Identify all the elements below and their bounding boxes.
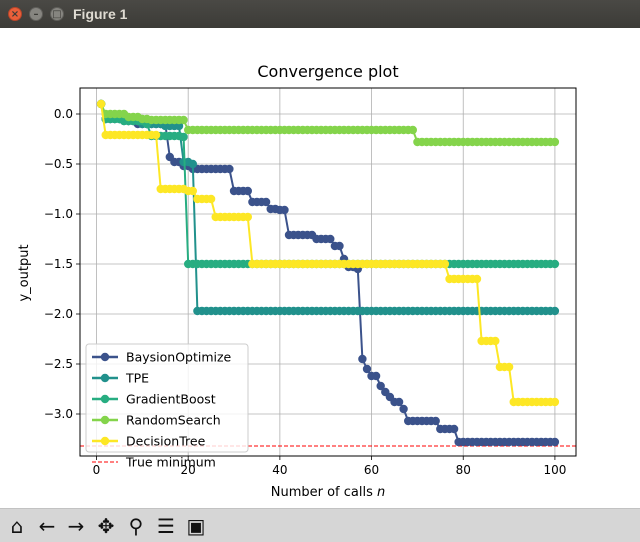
data-point xyxy=(326,234,335,244)
legend-entry: RandomSearch xyxy=(92,413,221,428)
configure-subplots-button[interactable]: ☰ xyxy=(153,513,179,539)
data-point xyxy=(550,437,560,447)
legend-entry: TPE xyxy=(92,371,149,386)
data-point xyxy=(431,416,440,426)
legend-swatch-marker xyxy=(100,436,110,446)
data-point xyxy=(174,121,184,131)
legend-label: DecisionTree xyxy=(126,434,206,449)
legend-swatch-marker xyxy=(100,415,110,425)
ticks: 0 20 40 60 80 100 0.0 −0.5 −1.0 −1.5 −2.0 −2.5 −3.0 xyxy=(44,107,567,477)
pan-icon: ✥ xyxy=(97,514,115,538)
y-axis-label: y_output xyxy=(17,244,32,301)
forward-icon: → xyxy=(67,514,85,538)
save-button[interactable]: ▣ xyxy=(183,513,209,539)
legend-label: True minimum xyxy=(125,455,216,470)
data-point xyxy=(550,306,560,316)
navigation-toolbar: ⌂ ← → ✥ ⚲ ☰ ▣ xyxy=(0,508,640,542)
window-close-button[interactable]: × xyxy=(8,7,22,21)
legend: BaysionOptimize TPE GradientBoost RandomSea… xyxy=(85,343,249,470)
back-icon: ← xyxy=(38,514,56,538)
convergence-chart: 0 20 40 60 80 1000.0−0.5−1.0−1.5−2.0−2.5−3.0 … xyxy=(17,62,577,500)
data-point xyxy=(261,197,271,207)
x-axis-label-variable: n xyxy=(377,485,385,500)
data-point xyxy=(243,212,252,222)
series-layer xyxy=(96,99,560,447)
data-point xyxy=(408,125,417,135)
data-point xyxy=(225,164,234,174)
data-point xyxy=(96,99,106,109)
y-tick-label: 0.0 xyxy=(54,107,73,121)
data-point xyxy=(188,186,197,196)
axes-frame xyxy=(79,87,577,457)
legend-entry: DecisionTree xyxy=(92,434,206,449)
series-randomsearch xyxy=(96,99,560,147)
x-tick-label: 0 xyxy=(93,463,101,477)
y-tick-label: −2.0 xyxy=(44,307,73,321)
legend-entry: GradientBoost xyxy=(92,392,216,407)
legend-swatch-marker xyxy=(100,394,110,404)
series-decisiontree xyxy=(96,99,560,407)
y-tick-label: −1.5 xyxy=(44,257,73,271)
legend-entry: BaysionOptimize xyxy=(92,350,232,365)
data-point xyxy=(550,137,560,147)
figure-canvas[interactable]: 0 20 40 60 80 100 0.0 −0.5 −1.0 −1.5 −2.0 −2.5 −3.0 … xyxy=(0,28,640,508)
window-maximize-button[interactable]: □ xyxy=(50,7,64,21)
x-tick-label: 100 xyxy=(543,463,566,477)
data-point xyxy=(371,371,381,381)
data-point xyxy=(550,259,560,269)
window-titlebar: × – □ Figure 1 xyxy=(0,0,640,28)
data-point xyxy=(280,205,289,215)
y-tick-label: −0.5 xyxy=(44,157,73,171)
legend-box xyxy=(85,343,249,453)
forward-button[interactable]: → xyxy=(63,513,89,539)
data-point xyxy=(376,381,385,391)
zoom-icon: ⚲ xyxy=(128,514,144,538)
data-point xyxy=(206,194,216,204)
legend-label: BaysionOptimize xyxy=(126,350,232,365)
data-point xyxy=(179,115,188,125)
legend-swatch-marker xyxy=(100,352,110,362)
data-point xyxy=(362,364,372,374)
legend-label: GradientBoost xyxy=(126,392,216,407)
legend-swatch-marker xyxy=(100,373,110,383)
data-point xyxy=(472,274,482,284)
window-minimize-button[interactable]: – xyxy=(29,7,43,21)
data-point xyxy=(491,336,500,346)
data-point xyxy=(440,259,450,269)
legend-entry: True minimum xyxy=(92,455,216,470)
data-point xyxy=(243,186,252,196)
data-point xyxy=(550,397,560,407)
pan-button[interactable]: ✥ xyxy=(93,513,119,539)
data-point xyxy=(504,362,514,372)
y-tick-label: −3.0 xyxy=(44,407,73,421)
home-button[interactable]: ⌂ xyxy=(4,513,30,539)
legend-label: RandomSearch xyxy=(126,413,221,428)
data-point xyxy=(179,132,188,142)
x-tick-label: 40 xyxy=(272,463,287,477)
back-button[interactable]: ← xyxy=(34,513,60,539)
home-icon: ⌂ xyxy=(10,514,24,538)
x-tick-label: 20 xyxy=(181,463,196,477)
x-tick-label: 80 xyxy=(456,463,471,477)
data-point xyxy=(188,159,197,169)
chart-title: Convergence plot xyxy=(257,62,398,81)
configure-subplots-icon: ☰ xyxy=(157,514,175,538)
x-axis-label: Number of calls n xyxy=(271,485,386,500)
zoom-button[interactable]: ⚲ xyxy=(123,513,149,539)
data-point xyxy=(399,404,408,414)
x-tick-label: 60 xyxy=(364,463,379,477)
save-icon: ▣ xyxy=(186,514,206,538)
y-tick-label: −1.0 xyxy=(44,207,73,221)
x-axis-label-text: Number of calls xyxy=(271,485,377,500)
data-point xyxy=(151,130,161,140)
data-point xyxy=(358,354,367,364)
window-title: Figure 1 xyxy=(73,6,128,22)
data-point xyxy=(394,397,404,407)
y-tick-label: −2.5 xyxy=(44,357,73,371)
data-point xyxy=(449,424,459,434)
data-point xyxy=(335,241,344,251)
legend-label: TPE xyxy=(125,371,149,386)
